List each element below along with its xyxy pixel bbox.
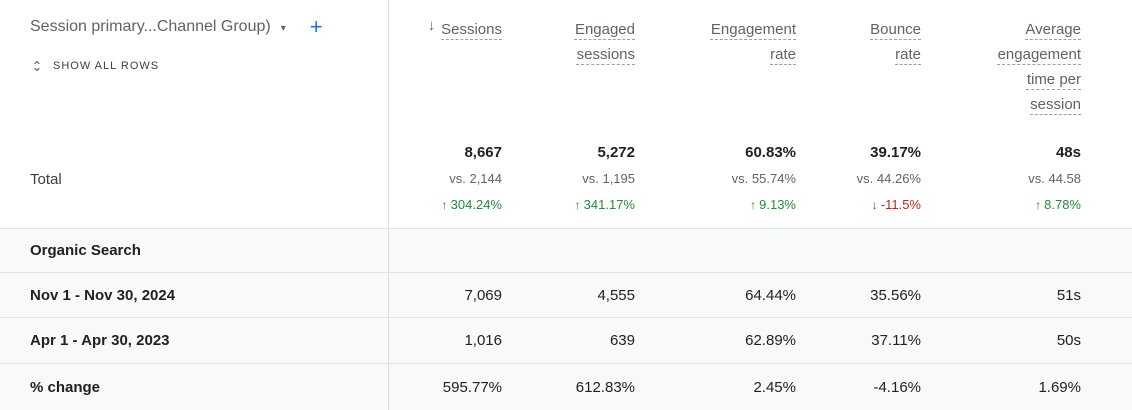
- cell-bounce-rate: 35.56%: [870, 286, 921, 304]
- metric-value: 48s: [1055, 144, 1081, 161]
- metric-value: 39.17%: [870, 144, 921, 161]
- column-header-label: Engaged sessions: [574, 21, 635, 63]
- metric-comparison: vs. 55.74%: [731, 171, 796, 186]
- chevron-down-icon[interactable]: ▾: [280, 22, 286, 34]
- dimension-selector-label[interactable]: Session primary...Channel Group): [30, 18, 271, 35]
- metric-comparison: vs. 44.26%: [856, 171, 921, 186]
- show-all-rows-label: SHOW ALL ROWS: [53, 60, 160, 72]
- cell-bounce-rate: -4.16%: [873, 378, 921, 396]
- total-row: Total 8,667 vs. 2,144 ↑ 304.24% 5,272 vs.…: [0, 130, 1132, 228]
- trend-up-icon: ↑: [750, 198, 757, 212]
- total-cell-engagement-rate: 60.83% vs. 55.74% ↑ 9.13%: [645, 130, 806, 228]
- cell-engagement-rate: 62.89%: [745, 332, 796, 349]
- table-row-percent-change[interactable]: % change 595.77% 612.83% 2.45% -4.16% 1.…: [0, 363, 1132, 410]
- metric-change: ↑ 341.17%: [574, 197, 635, 212]
- total-cell-bounce-rate: 39.17% vs. 44.26% ↓ -11.5%: [806, 130, 931, 228]
- cell-avg-engagement-time: 50s: [1056, 332, 1081, 349]
- cell-engaged-sessions: 612.83%: [575, 378, 635, 396]
- metric-value: 5,272: [597, 144, 635, 161]
- row-label: Organic Search: [0, 229, 389, 272]
- cell-avg-engagement-time: 1.69%: [1038, 378, 1081, 396]
- metric-comparison: vs. 2,144: [449, 171, 502, 186]
- metric-comparison: vs. 1,195: [582, 171, 635, 186]
- trend-up-icon: ↑: [1035, 198, 1042, 212]
- cell-sessions: 595.77%: [442, 378, 502, 396]
- column-header-avg-engagement-time[interactable]: Average engagement time per session: [931, 0, 1132, 130]
- column-header-label: Engagement rate: [710, 21, 796, 63]
- row-label: Apr 1 - Apr 30, 2023: [0, 318, 389, 363]
- sort-descending-icon: ↓: [427, 17, 436, 34]
- total-cell-sessions: 8,667 vs. 2,144 ↑ 304.24%: [389, 130, 512, 228]
- table-row-organic-search[interactable]: Organic Search: [0, 228, 1132, 272]
- cell-avg-engagement-time: 51s: [1056, 286, 1081, 304]
- cell-engagement-rate: 64.44%: [745, 286, 796, 304]
- column-header-sessions[interactable]: ↓ Sessions: [389, 0, 512, 130]
- total-cell-engaged-sessions: 5,272 vs. 1,195 ↑ 341.17%: [512, 130, 645, 228]
- total-label: Total: [0, 130, 389, 228]
- column-header-label: Average engagement time per session: [997, 21, 1081, 113]
- trend-up-icon: ↑: [441, 198, 448, 212]
- metric-change: ↑ 304.24%: [441, 197, 502, 212]
- trend-down-icon: ↓: [871, 198, 878, 212]
- table-row-date-range-1[interactable]: Nov 1 - Nov 30, 2024 7,069 4,555 64.44% …: [0, 272, 1132, 317]
- cell-sessions: 7,069: [464, 286, 502, 304]
- cell-engagement-rate: 2.45%: [753, 378, 796, 396]
- column-header-label: Bounce rate: [870, 21, 921, 63]
- cell-engaged-sessions: 639: [609, 332, 635, 349]
- total-cell-avg-engagement-time: 48s vs. 44.58 ↑ 8.78%: [931, 130, 1132, 228]
- dimension-selector[interactable]: Session primary...Channel Group) ▾ +: [30, 14, 388, 39]
- column-header-bounce-rate[interactable]: Bounce rate: [806, 0, 931, 130]
- unfold-more-icon: [30, 59, 44, 73]
- table-row-date-range-2[interactable]: Apr 1 - Apr 30, 2023 1,016 639 62.89% 37…: [0, 317, 1132, 363]
- cell-sessions: 1,016: [464, 332, 502, 349]
- row-label: % change: [0, 364, 389, 410]
- table-header-row: Session primary...Channel Group) ▾ + SHO…: [0, 0, 1132, 130]
- column-header-engagement-rate[interactable]: Engagement rate: [645, 0, 806, 130]
- dimension-header-cell: Session primary...Channel Group) ▾ + SHO…: [0, 0, 389, 130]
- cell-bounce-rate: 37.11%: [871, 332, 921, 349]
- column-header-engaged-sessions[interactable]: Engaged sessions: [512, 0, 645, 130]
- add-dimension-button[interactable]: +: [309, 14, 323, 39]
- metric-change: ↓ -11.5%: [871, 197, 921, 212]
- cell-engaged-sessions: 4,555: [597, 286, 635, 304]
- metric-value: 60.83%: [745, 144, 796, 161]
- metric-change: ↑ 8.78%: [1035, 197, 1081, 212]
- row-label: Nov 1 - Nov 30, 2024: [0, 273, 389, 317]
- metric-comparison: vs. 44.58: [1028, 171, 1081, 186]
- trend-up-icon: ↑: [574, 198, 581, 212]
- show-all-rows-button[interactable]: SHOW ALL ROWS: [30, 59, 388, 73]
- column-header-label: Sessions: [441, 21, 502, 38]
- metric-value: 8,667: [464, 144, 502, 161]
- metric-change: ↑ 9.13%: [750, 197, 796, 212]
